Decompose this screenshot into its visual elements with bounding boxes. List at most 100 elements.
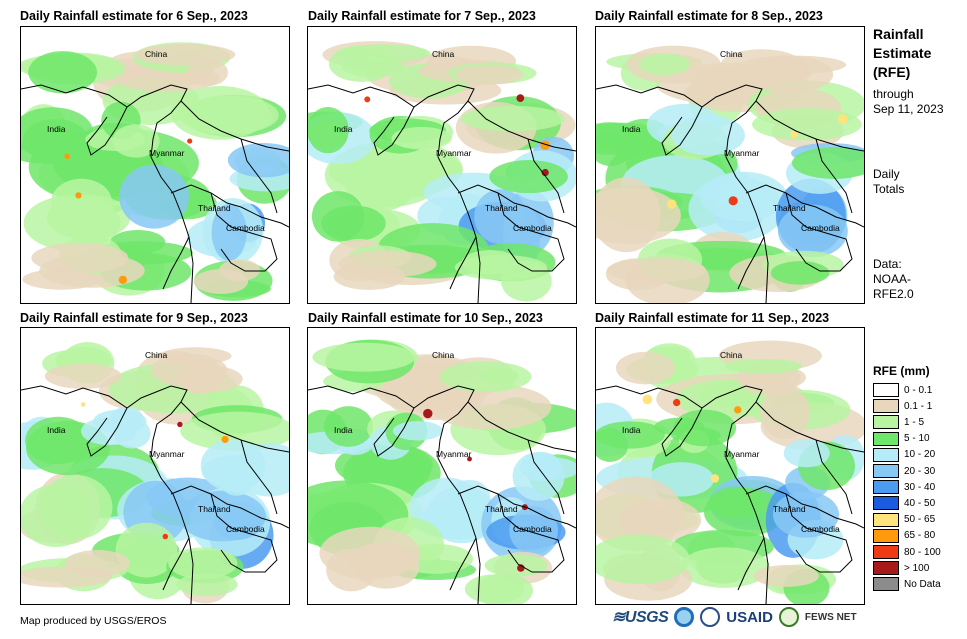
rainfall-area bbox=[21, 484, 93, 548]
heavy-rain-spot bbox=[187, 138, 193, 144]
side-through-label: through bbox=[873, 87, 914, 101]
map-label-myanmar: Myanmar bbox=[724, 148, 760, 158]
map-label-thailand: Thailand bbox=[485, 203, 518, 213]
legend-swatch bbox=[873, 512, 899, 527]
legend-item: 40 - 50 bbox=[873, 495, 935, 511]
rainfall-area bbox=[596, 122, 641, 155]
legend-label: > 100 bbox=[904, 562, 930, 574]
heavy-rain-spot bbox=[118, 275, 127, 284]
rainfall-area bbox=[112, 124, 160, 158]
map-label-china: China bbox=[720, 350, 743, 360]
rainfall-area bbox=[430, 384, 552, 430]
rainfall-map-sep-11: China India Myanmar Thailand Cambodia bbox=[595, 327, 865, 605]
heavy-rain-spot bbox=[672, 398, 681, 407]
rainfall-area bbox=[679, 547, 770, 588]
legend-swatch bbox=[873, 383, 899, 397]
map-label-cambodia: Cambodia bbox=[513, 524, 552, 534]
rainfall-area bbox=[791, 146, 864, 179]
map-label-china: China bbox=[720, 49, 743, 59]
side-title-line3: (RFE) bbox=[873, 64, 911, 80]
panel-title-sep-8: Daily Rainfall estimate for 8 Sep., 2023 bbox=[595, 9, 823, 23]
map-label-cambodia: Cambodia bbox=[513, 223, 552, 233]
rainfall-area bbox=[606, 258, 706, 283]
map-label-thailand: Thailand bbox=[773, 504, 806, 514]
country-borders bbox=[596, 84, 864, 303]
map-label-myanmar: Myanmar bbox=[436, 148, 472, 158]
partner-logos: ≋USGS USAID FEWS NET bbox=[612, 607, 857, 627]
map-label-myanmar: Myanmar bbox=[149, 449, 185, 459]
noaa-seal-icon bbox=[674, 607, 695, 627]
heavy-rain-spot bbox=[221, 435, 229, 444]
legend-swatch bbox=[873, 431, 899, 446]
rainfall-area bbox=[521, 451, 562, 482]
legend-item: 65 - 80 bbox=[873, 528, 935, 544]
fews-globe-icon bbox=[778, 607, 799, 627]
map-label-india: India bbox=[622, 425, 641, 435]
rainfall-area bbox=[44, 363, 122, 389]
rainfall-area bbox=[46, 194, 131, 240]
rainfall-area bbox=[596, 421, 665, 449]
legend-item: 50 - 65 bbox=[873, 512, 935, 528]
rainfall-area bbox=[28, 51, 98, 94]
rainfall-area bbox=[460, 105, 565, 132]
legend-swatch bbox=[873, 399, 899, 414]
rainfall-map-graphic bbox=[596, 45, 864, 303]
rainfall-area bbox=[760, 386, 810, 439]
rainfall-area bbox=[783, 438, 830, 468]
rainfall-area bbox=[335, 44, 431, 63]
rainfall-map-sep-10: China India Myanmar Thailand Cambodia bbox=[307, 327, 577, 605]
map-label-cambodia: Cambodia bbox=[801, 524, 840, 534]
heavy-rain-spot bbox=[642, 394, 653, 405]
legend-swatch bbox=[873, 447, 899, 462]
map-label-india: India bbox=[334, 124, 353, 134]
map-label-india: India bbox=[47, 425, 66, 435]
side-title-line2: Estimate bbox=[873, 45, 932, 61]
rainfall-area bbox=[170, 86, 270, 140]
side-totals: Totals bbox=[873, 182, 905, 196]
legend-swatch bbox=[873, 545, 899, 559]
side-title: Rainfall Estimate (RFE) bbox=[873, 25, 931, 82]
map-label-cambodia: Cambodia bbox=[226, 524, 265, 534]
rainfall-area bbox=[323, 406, 373, 447]
rainfall-area bbox=[351, 450, 431, 493]
legend-label: 30 - 40 bbox=[904, 481, 936, 493]
legend-label: 10 - 20 bbox=[904, 449, 936, 461]
rainfall-area bbox=[461, 250, 519, 275]
heavy-rain-spot bbox=[790, 130, 798, 139]
rainfall-area bbox=[168, 547, 238, 579]
rainfall-area bbox=[22, 268, 101, 290]
rainfall-area bbox=[772, 491, 840, 538]
heavy-rain-spot bbox=[64, 153, 71, 160]
heavy-rain-spot bbox=[516, 94, 525, 102]
heavy-rain-spot bbox=[467, 456, 472, 462]
rainfall-area bbox=[31, 242, 129, 274]
rainfall-area bbox=[703, 487, 786, 537]
heavy-rain-spot bbox=[734, 406, 742, 414]
legend-item: 30 - 40 bbox=[873, 479, 935, 495]
legend-swatch bbox=[873, 464, 899, 478]
rainfall-area bbox=[180, 411, 289, 451]
rainfall-area bbox=[596, 534, 690, 585]
side-through: through Sep 11, 2023 bbox=[873, 87, 944, 117]
rainfall-area bbox=[509, 506, 558, 555]
heavy-rain-spot bbox=[728, 196, 738, 206]
legend-item: > 100 bbox=[873, 560, 929, 576]
side-data-source: Data: NOAA- RFE2.0 bbox=[873, 257, 914, 302]
rainfall-area bbox=[639, 53, 691, 76]
rainfall-area bbox=[158, 347, 232, 365]
rainfall-area bbox=[21, 139, 86, 164]
rainfall-map-graphic bbox=[308, 41, 576, 303]
rainfall-area bbox=[596, 476, 684, 552]
legend-label: 80 - 100 bbox=[904, 546, 941, 558]
legend-swatch bbox=[873, 528, 899, 543]
legend-swatch bbox=[873, 415, 899, 430]
legend-label: 0 - 0.1 bbox=[904, 384, 933, 396]
legend-label: 65 - 80 bbox=[904, 530, 936, 542]
rainfall-area bbox=[484, 554, 548, 577]
rainfall-area bbox=[489, 159, 568, 194]
rainfall-map-sep-9: China India Myanmar Thailand Cambodia bbox=[20, 327, 290, 605]
rainfall-area bbox=[478, 368, 519, 385]
rainfall-area bbox=[187, 58, 229, 87]
heavy-rain-spot bbox=[837, 114, 848, 124]
rainfall-map-sep-6: China India Myanmar Thailand Cambodia bbox=[20, 26, 290, 304]
